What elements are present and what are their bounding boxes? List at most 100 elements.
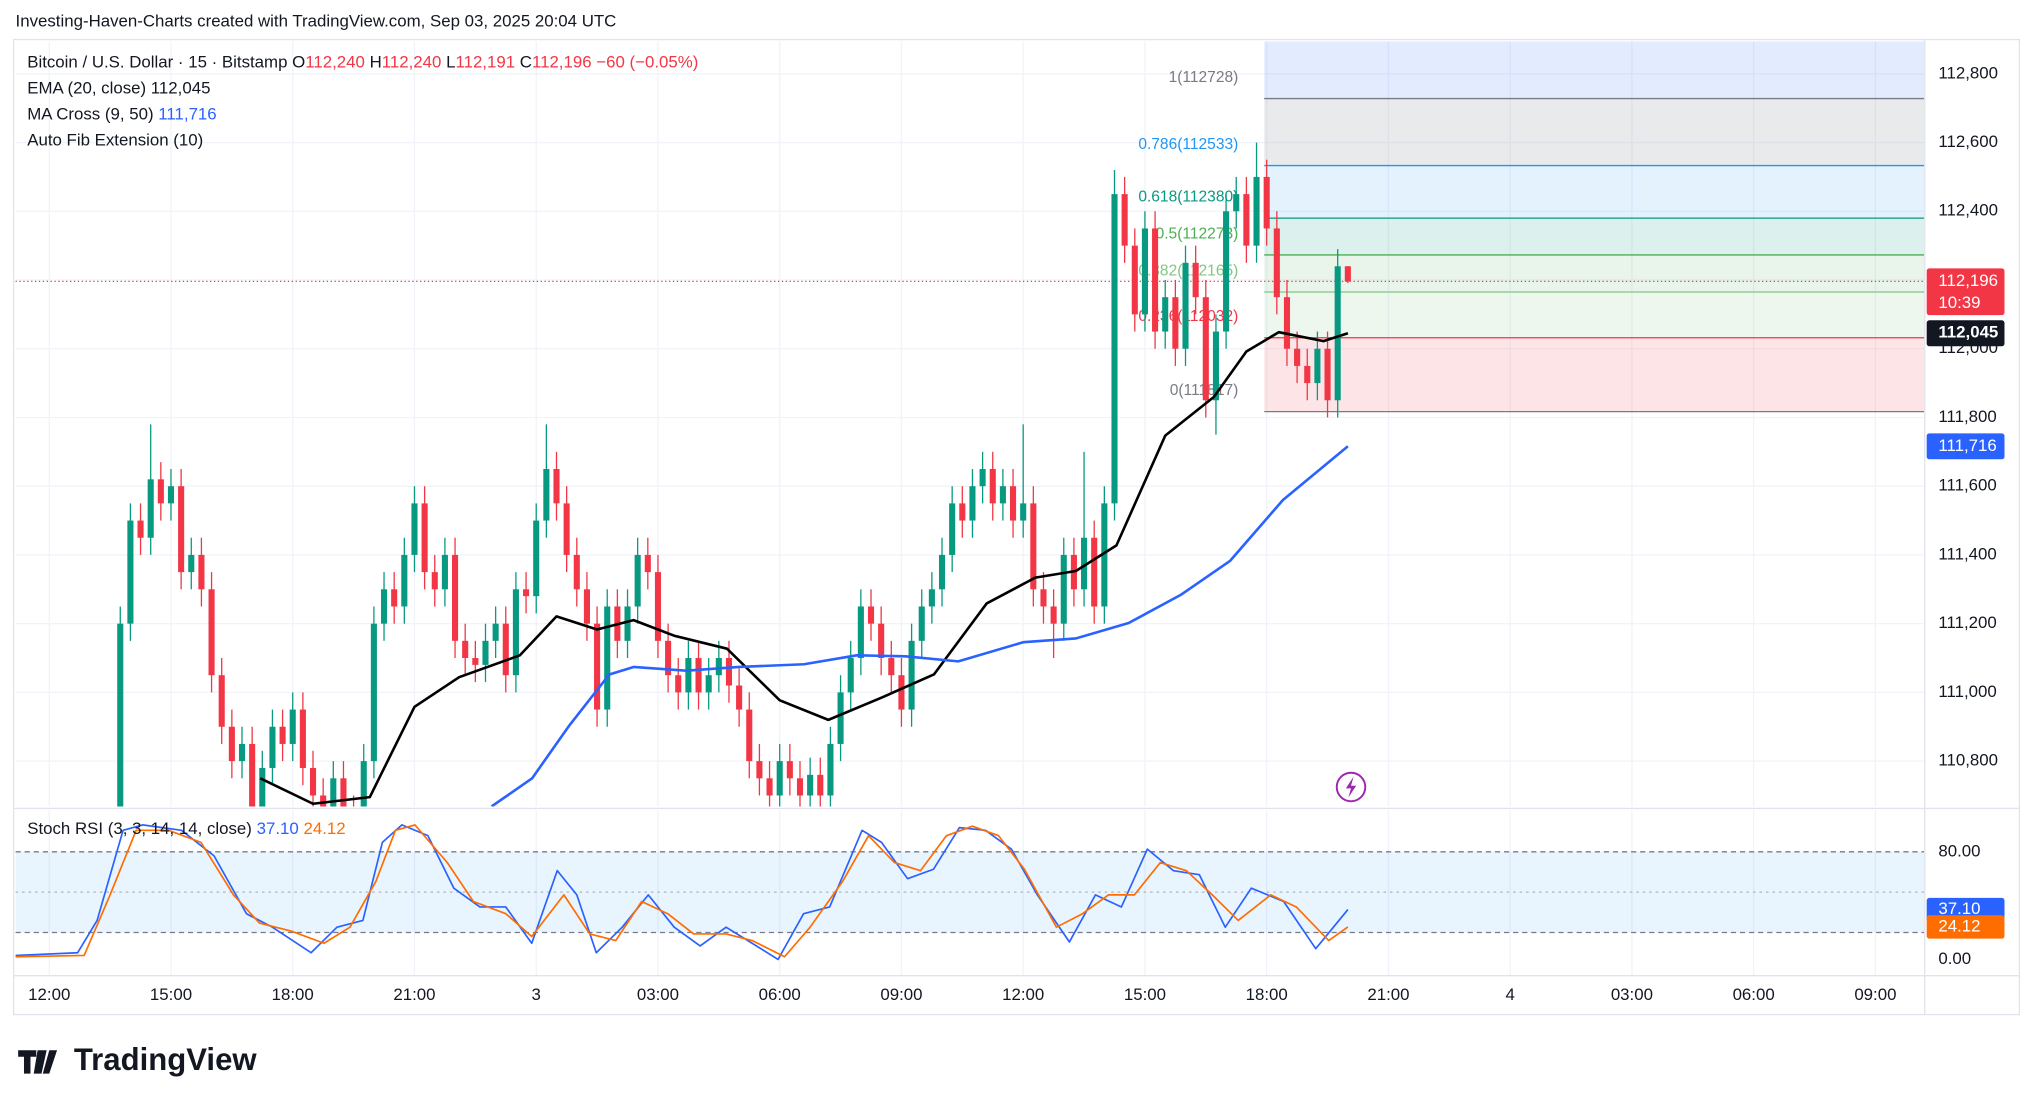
- candle-body: [1223, 211, 1230, 332]
- candle-body: [644, 554, 651, 573]
- x-tick-label: 06:00: [1733, 985, 1775, 1004]
- candle-body: [533, 520, 540, 597]
- indicator-line: [15, 824, 1349, 958]
- candle-body: [1273, 228, 1280, 298]
- legend-item: 24.12: [303, 819, 345, 838]
- candle-body: [624, 606, 631, 641]
- x-tick-label: 15:00: [150, 985, 192, 1004]
- candle-body: [411, 503, 418, 555]
- frame: [12, 38, 2021, 1016]
- candle-body: [472, 658, 479, 665]
- fib-label: 0.5(112273): [1156, 225, 1239, 242]
- candle-body: [1172, 297, 1179, 349]
- candle-body: [1334, 266, 1341, 401]
- candle-body: [279, 726, 286, 744]
- candle-body: [999, 486, 1006, 504]
- candle-body: [715, 658, 722, 676]
- legend-item: O: [292, 53, 305, 72]
- candle-body: [867, 606, 875, 624]
- legend-row: EMA (20, close) 112,045: [27, 79, 210, 98]
- x-tick-label: 3: [532, 985, 541, 1004]
- legend-item: 112,240: [382, 53, 442, 72]
- candle-body: [796, 778, 804, 796]
- candle-body: [370, 623, 377, 762]
- candle-body: [1182, 262, 1189, 349]
- value-badge: [1926, 915, 2005, 939]
- candle-body: [1020, 503, 1027, 521]
- candle-body: [979, 469, 986, 487]
- legend-item: MA Cross (9, 50): [27, 105, 153, 124]
- candle-body: [512, 589, 519, 676]
- y-tick-label: 111,200: [1938, 613, 1996, 632]
- candle-body: [827, 743, 834, 796]
- candle-body: [482, 640, 489, 665]
- fib-zone: [1264, 337, 1925, 412]
- price-badge-label: 111,716: [1938, 436, 1996, 455]
- candle-body: [594, 623, 601, 710]
- candle-body: [695, 658, 702, 693]
- legend-item: 112,045: [151, 79, 211, 98]
- candle-body: [228, 726, 235, 762]
- candle-body: [208, 589, 215, 676]
- y-tick-label: 112,400: [1938, 201, 1998, 220]
- legend-item: C: [520, 53, 532, 72]
- indicator-line: [15, 824, 1349, 961]
- candle-body: [1233, 194, 1240, 212]
- candle-body: [1243, 194, 1250, 246]
- price-badge: [1926, 320, 2005, 347]
- x-tick-label: 09:00: [880, 985, 922, 1004]
- candle-body: [989, 469, 996, 504]
- candle-body: [421, 503, 428, 573]
- legend-item: 111,716: [158, 105, 216, 124]
- legend-item: 112,196: [532, 53, 592, 72]
- x-tick-label: 06:00: [759, 985, 801, 1004]
- legend-row: Bitcoin / U.S. Dollar · 15 · Bitstamp O1…: [27, 53, 698, 72]
- candle-body: [178, 486, 185, 573]
- legend-row: Stoch RSI (3, 3, 14, 14, close) 37.10 24…: [27, 819, 345, 838]
- price-badge-countdown: 10:39: [1938, 293, 1980, 312]
- main-pane: 1(112728) 0.786(112533) 0.618(112380) 0.5(1…: [15, 41, 1925, 830]
- candle-body: [766, 778, 773, 796]
- fib-zone: [1264, 292, 1925, 338]
- candle-body: [523, 589, 530, 597]
- candle-body: [583, 589, 590, 624]
- price-badge: [1926, 268, 2005, 316]
- y-tick-label: 111,400: [1938, 544, 1996, 563]
- candle-body: [1009, 486, 1017, 521]
- legend-item: 112,240: [305, 53, 365, 72]
- candle-body: [320, 795, 327, 807]
- candle-body: [391, 589, 398, 607]
- legend-item: EMA (20, close): [27, 79, 146, 98]
- x-tick-label: 18:00: [1246, 985, 1288, 1004]
- candle-body: [462, 640, 469, 659]
- candle-body: [543, 469, 550, 521]
- candle-body: [117, 623, 124, 807]
- candle-body: [938, 554, 946, 590]
- legend-item: 37.10: [257, 819, 299, 838]
- y-tick-label: 111,000: [1938, 682, 1996, 701]
- candle-body: [1091, 537, 1098, 607]
- alert-icon: [1335, 771, 1367, 803]
- candle-body: [340, 778, 347, 807]
- candle-body: [969, 486, 976, 521]
- legend-item: L: [446, 53, 455, 72]
- price-badge-label: 112,196: [1938, 271, 1998, 290]
- candle-body: [188, 554, 195, 573]
- price-badge: [1926, 433, 2005, 460]
- candle-body: [634, 554, 641, 607]
- candle-body: [351, 813, 357, 830]
- candle-body: [563, 503, 570, 555]
- candle-body: [705, 675, 712, 693]
- candle-body: [502, 623, 509, 676]
- candle-body: [725, 658, 733, 686]
- candle-body: [604, 606, 611, 710]
- candle-body: [127, 520, 134, 624]
- candle-body: [573, 554, 580, 590]
- candle-body: [259, 767, 266, 807]
- candle-body: [1253, 176, 1260, 246]
- candle-body: [918, 606, 925, 641]
- candle-body: [837, 692, 844, 744]
- fib-label: 1(112728): [1169, 69, 1239, 86]
